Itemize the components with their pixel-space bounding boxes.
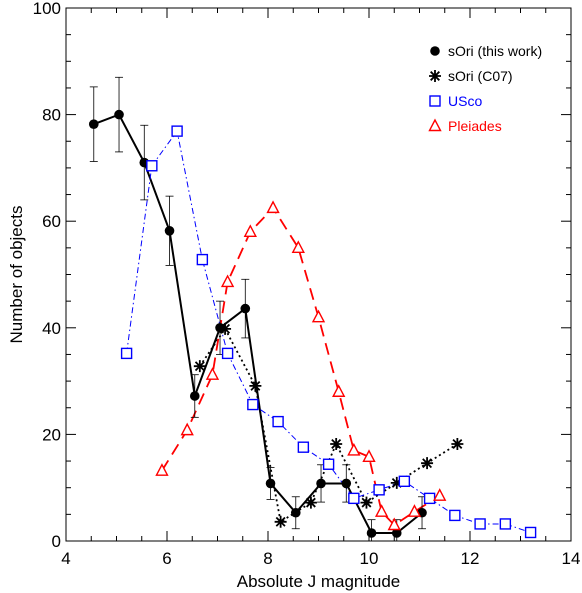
x-tick-label: 8 <box>263 549 272 568</box>
plot-markers <box>88 109 537 539</box>
data-point-sori-c07 <box>219 322 232 335</box>
data-point-pleiades <box>374 504 389 517</box>
data-point-pleiades <box>220 274 235 288</box>
y-tick-label: 80 <box>42 106 61 125</box>
data-point-sori-this-work <box>164 225 175 236</box>
legend-label: sOri (C07) <box>448 68 513 84</box>
data-point-sori-c07 <box>330 437 343 450</box>
data-point-usco <box>348 492 360 505</box>
legend-symbol <box>430 46 440 56</box>
data-point-pleiades <box>332 384 346 397</box>
y-axis-label: Number of objects <box>7 206 26 344</box>
data-point-sori-this-work <box>240 303 251 314</box>
data-point-usco <box>398 475 411 488</box>
data-point-sori-c07 <box>451 437 464 450</box>
data-point-sori-this-work <box>366 528 377 538</box>
data-point-pleiades <box>433 488 447 501</box>
data-point-pleiades <box>362 449 376 462</box>
x-axis-label: Absolute J magnitude <box>237 572 401 591</box>
y-tick-label: 100 <box>33 0 61 18</box>
axis-ticks <box>65 7 572 542</box>
legend: sOri (this work) sOri (C07) USco Pleiades <box>428 43 542 134</box>
legend-symbol <box>429 70 441 82</box>
data-point-sori-c07 <box>390 476 403 489</box>
data-point-usco <box>171 125 183 137</box>
legend-symbol <box>429 95 441 107</box>
legend-label: USco <box>448 93 482 109</box>
data-point-pleiades <box>311 309 326 323</box>
data-point-usco <box>297 441 310 453</box>
data-point-pleiades <box>407 504 422 517</box>
data-point-sori-c07 <box>274 515 287 528</box>
y-tick-label: 40 <box>42 319 61 338</box>
data-point-sori-c07 <box>249 379 262 392</box>
series-line-sori-c07 <box>199 327 458 524</box>
data-point-sori-this-work <box>88 119 99 129</box>
data-point-usco <box>499 518 512 530</box>
data-point-sori-c07 <box>360 496 373 509</box>
data-point-usco <box>120 347 133 360</box>
data-point-usco <box>524 526 537 539</box>
y-tick-label: 0 <box>52 532 61 551</box>
data-point-sori-this-work <box>290 507 301 518</box>
x-tick-label: 4 <box>61 549 70 568</box>
y-tick-label: 60 <box>42 212 61 231</box>
data-point-usco <box>196 253 209 266</box>
data-point-usco <box>474 518 486 530</box>
data-point-pleiades <box>205 367 220 380</box>
data-point-sori-c07 <box>193 360 206 373</box>
data-point-usco <box>449 509 461 522</box>
legend-label: sOri (this work) <box>448 43 542 59</box>
data-point-sori-this-work <box>265 478 276 489</box>
data-point-pleiades <box>266 200 280 214</box>
x-tick-label: 10 <box>360 549 379 568</box>
data-point-usco <box>423 492 436 505</box>
data-point-pleiades <box>155 463 169 476</box>
plot-errorbars <box>89 76 427 542</box>
data-point-pleiades <box>291 240 305 254</box>
data-point-sori-this-work <box>316 478 326 489</box>
data-point-sori-this-work <box>114 109 124 120</box>
data-point-usco <box>373 484 385 496</box>
data-point-usco <box>322 458 335 470</box>
data-point-usco <box>272 415 284 428</box>
series-line-usco <box>126 129 531 533</box>
data-point-usco <box>247 398 259 411</box>
data-point-pleiades <box>180 422 194 436</box>
legend-symbol <box>428 118 442 132</box>
y-tick-label: 20 <box>42 425 61 444</box>
data-point-sori-c07 <box>421 457 434 470</box>
data-point-pleiades <box>243 224 257 238</box>
legend-label: Pleiades <box>448 118 502 134</box>
data-point-sori-this-work <box>341 478 352 489</box>
tick-labels: 4 6 8 10 12 14 0 20 40 60 80 100 <box>33 0 581 568</box>
x-tick-label: 6 <box>162 549 171 568</box>
data-point-sori-c07 <box>304 496 317 509</box>
data-point-sori-this-work <box>189 391 200 401</box>
plot-frame <box>65 7 572 542</box>
data-point-sori-this-work <box>391 528 402 538</box>
x-tick-label: 14 <box>562 549 581 568</box>
x-tick-label: 12 <box>461 549 480 568</box>
data-point-pleiades <box>387 517 401 531</box>
data-point-pleiades <box>347 442 361 456</box>
data-point-usco <box>221 347 234 360</box>
data-point-usco <box>146 160 158 172</box>
